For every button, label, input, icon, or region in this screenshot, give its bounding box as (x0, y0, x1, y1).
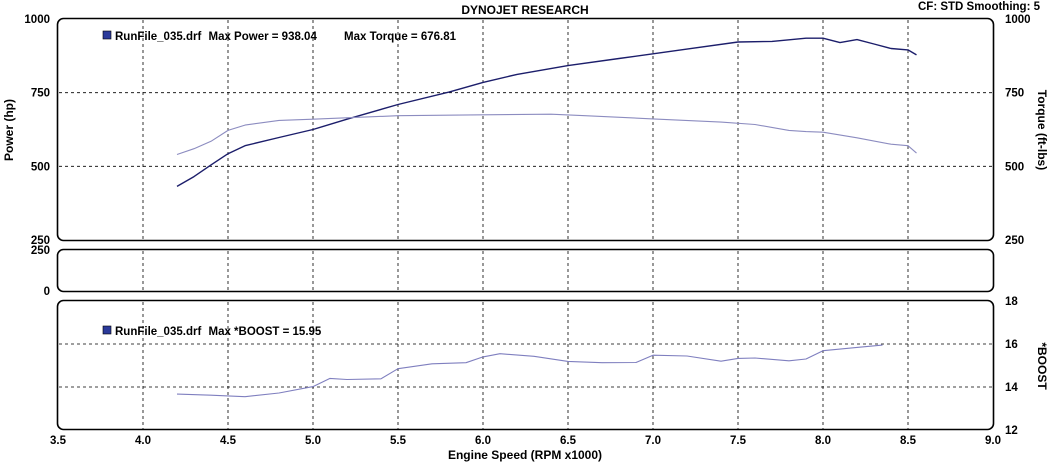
x-tick-label: 4.5 (220, 435, 237, 447)
y-tick-label-right: 18 (1005, 296, 1018, 308)
legend-max-boost: Max *BOOST = 15.95 (208, 326, 321, 338)
y-tick-label-right: 250 (1005, 235, 1024, 247)
panel-power-torque-frame (56, 17, 995, 242)
chart-settings: CF: STD Smoothing: 5 (918, 1, 1041, 13)
series-line-power (176, 37, 917, 188)
y-tick-label-left: 0 (44, 286, 50, 298)
grid-lines (59, 20, 992, 429)
y-tick-label-left: 500 (31, 161, 50, 173)
x-tick-label: 7.0 (645, 435, 661, 447)
y-axis-left-label: Power (hp) (2, 99, 16, 161)
legend-power-torque: RunFile_035.drf Max Power = 938.04 Max T… (102, 30, 457, 43)
svg-text:RunFile_035.drf Max *BOO: RunFile_035.drf Max *BOOST = 15.95 (115, 326, 322, 338)
legend-boost: RunFile_035.drf Max *BOOST = 15.95 (102, 325, 322, 338)
y-tick-label-right: 500 (1005, 161, 1024, 173)
y-tick-label-right: 14 (1005, 382, 1018, 394)
y-tick-label-right: 1000 (1005, 14, 1031, 26)
y-tick-label-right: 12 (1005, 425, 1018, 437)
y-tick-label-left: 250 (31, 245, 50, 257)
panel-boost-frame (56, 299, 995, 431)
series-line-torque (176, 113, 917, 156)
x-tick-label: 5.0 (305, 435, 321, 447)
y-tick-label-right: 16 (1005, 339, 1018, 351)
y-tick-label-left: 750 (31, 88, 50, 100)
x-tick-label: 3.5 (50, 435, 67, 447)
legend-file: RunFile_035.drf (115, 31, 201, 43)
svg-text:RunFile_035.drf Max Powe: RunFile_035.drf Max Power = 938.04 Max T… (115, 31, 457, 43)
legend-max-torque: Max Torque = 676.81 (344, 31, 457, 43)
x-tick-label: 9.0 (985, 435, 1001, 447)
legend-marker-icon (102, 30, 112, 40)
y-axis-right-label: Torque (ft-lbs) (1035, 90, 1049, 170)
legend-max-power: Max Power = 938.04 (208, 31, 317, 43)
y-tick-label-right: 750 (1005, 88, 1024, 100)
x-tick-label: 8.0 (815, 435, 831, 447)
x-tick-label: 5.5 (390, 435, 407, 447)
y-tick-label-left: 250 (31, 235, 50, 247)
legend-marker-icon (102, 325, 112, 335)
panel-middle-frame (56, 248, 995, 293)
x-tick-label: 6.0 (475, 435, 491, 447)
boost-axis-label: *BOOST (1035, 342, 1049, 390)
x-tick-label: 6.5 (560, 435, 577, 447)
series-line-boost (176, 344, 883, 398)
x-tick-label: 4.0 (135, 435, 151, 447)
series-lines (176, 37, 917, 398)
chart-title: DYNOJET RESEARCH (461, 3, 588, 17)
legend-boost-file: RunFile_035.drf (115, 326, 201, 338)
y-tick-label-left: 1000 (24, 14, 50, 26)
x-tick-label: 7.5 (730, 435, 747, 447)
x-axis-label: Engine Speed (RPM x1000) (448, 448, 602, 462)
x-tick-label: 8.5 (900, 435, 917, 447)
